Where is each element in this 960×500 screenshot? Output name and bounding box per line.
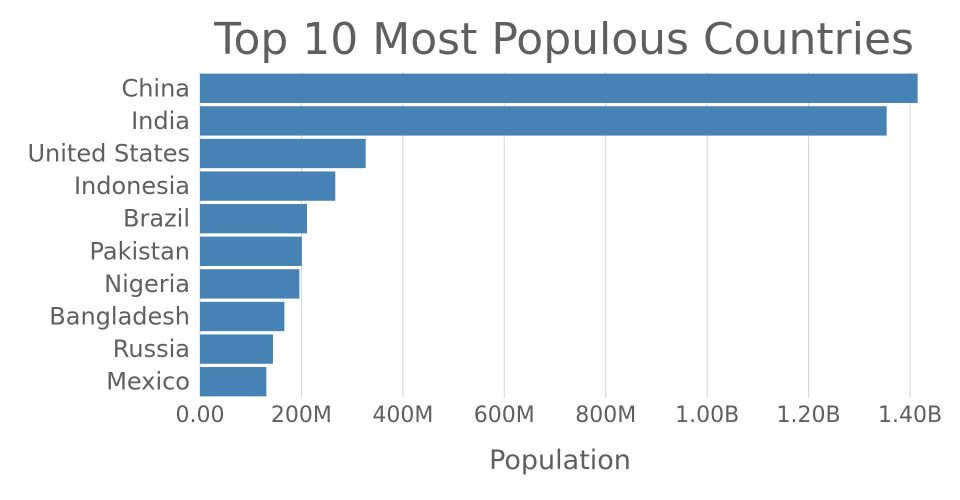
bars: [200, 73, 918, 397]
bar-brazil: [200, 204, 307, 234]
category-label: Nigeria: [104, 270, 190, 298]
category-label: China: [121, 74, 190, 102]
category-label: Mexico: [106, 368, 190, 396]
bar-mexico: [200, 367, 267, 397]
bar-nigeria: [200, 269, 300, 299]
bar-bangladesh: [200, 301, 285, 332]
x-tick-label: 400M: [372, 403, 433, 428]
x-tick-label: 200M: [271, 403, 332, 428]
bar-russia: [200, 334, 273, 364]
x-tick-label: 1.40B: [878, 403, 942, 428]
category-labels: China India United States Indonesia Brazil Pa…: [27, 74, 190, 395]
category-label: Bangladesh: [49, 303, 190, 331]
chart-title: Top 10 Most Populous Countries: [213, 14, 914, 65]
category-label: Brazil: [123, 205, 190, 233]
bar-india: [200, 106, 887, 136]
x-axis-title: Population: [489, 445, 631, 476]
x-tick-label: 1.20B: [777, 403, 841, 428]
category-label: India: [131, 107, 190, 135]
x-tick-label: 800M: [575, 403, 636, 428]
x-tick-label: 1.00B: [675, 403, 739, 428]
x-tick-label: 600M: [474, 403, 535, 428]
bar-china: [200, 73, 918, 103]
category-label: Russia: [113, 335, 190, 363]
category-label: United States: [27, 140, 190, 168]
bar-pakistan: [200, 236, 302, 266]
bar-indonesia: [200, 171, 336, 201]
bar-united-states: [200, 138, 366, 169]
x-axis-ticks: 0.00 200M 400M 600M 800M 1.00B 1.20B 1.40B: [176, 403, 943, 428]
x-tick-label: 0.00: [176, 403, 225, 428]
category-label: Indonesia: [74, 172, 190, 200]
category-label: Pakistan: [90, 237, 191, 265]
